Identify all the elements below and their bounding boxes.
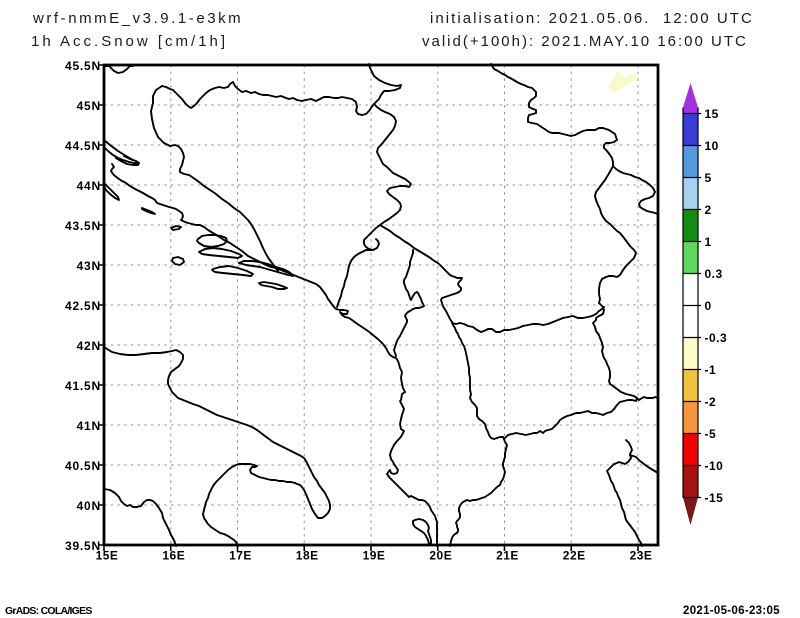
svg-text:0.3: 0.3	[705, 267, 723, 281]
svg-text:23E: 23E	[630, 549, 653, 563]
svg-text:-15: -15	[705, 491, 724, 505]
svg-text:2: 2	[705, 203, 712, 217]
svg-text:41.5N: 41.5N	[65, 379, 101, 393]
svg-text:43.5N: 43.5N	[65, 219, 101, 233]
svg-text:0: 0	[705, 299, 712, 313]
svg-text:wrf-nmmE_v3.9.1-e3km: wrf-nmmE_v3.9.1-e3km	[32, 10, 243, 27]
svg-text:-1: -1	[705, 363, 717, 377]
svg-text:-5: -5	[705, 427, 717, 441]
svg-text:GrADS: COLA/IGES: GrADS: COLA/IGES	[5, 605, 92, 617]
svg-text:-2: -2	[705, 395, 717, 409]
svg-text:18E: 18E	[296, 549, 319, 563]
svg-text:45.5N: 45.5N	[65, 59, 101, 73]
svg-text:40.5N: 40.5N	[65, 459, 101, 473]
svg-text:16E: 16E	[162, 549, 185, 563]
svg-text:1h Acc.Snow [cm/1h]: 1h Acc.Snow [cm/1h]	[31, 33, 228, 50]
svg-text:45N: 45N	[77, 99, 101, 113]
svg-text:19E: 19E	[363, 549, 386, 563]
svg-text:41N: 41N	[77, 419, 101, 433]
svg-text:42N: 42N	[77, 339, 101, 353]
svg-text:44.5N: 44.5N	[65, 139, 101, 153]
svg-text:15: 15	[705, 107, 719, 121]
svg-text:-0.3: -0.3	[705, 331, 728, 345]
svg-text:2021-05-06-23:05: 2021-05-06-23:05	[683, 605, 780, 617]
svg-text:1: 1	[705, 235, 712, 249]
svg-text:-10: -10	[705, 459, 724, 473]
svg-text:17E: 17E	[229, 549, 252, 563]
svg-text:22E: 22E	[563, 549, 586, 563]
svg-text:initialisation: 2021.05.06. 1: initialisation: 2021.05.06. 12:00 UTC	[430, 10, 754, 27]
svg-text:40N: 40N	[77, 499, 101, 513]
svg-text:42.5N: 42.5N	[65, 299, 101, 313]
svg-text:43N: 43N	[77, 259, 101, 273]
svg-text:44N: 44N	[77, 179, 101, 193]
svg-text:20E: 20E	[429, 549, 452, 563]
svg-text:valid(+100h): 2021.MAY.10 16:0: valid(+100h): 2021.MAY.10 16:00 UTC	[422, 33, 748, 50]
svg-text:10: 10	[705, 139, 719, 153]
svg-text:5: 5	[705, 171, 712, 185]
svg-text:15E: 15E	[96, 549, 119, 563]
svg-text:21E: 21E	[496, 549, 519, 563]
svg-text:39.5N: 39.5N	[65, 539, 101, 553]
